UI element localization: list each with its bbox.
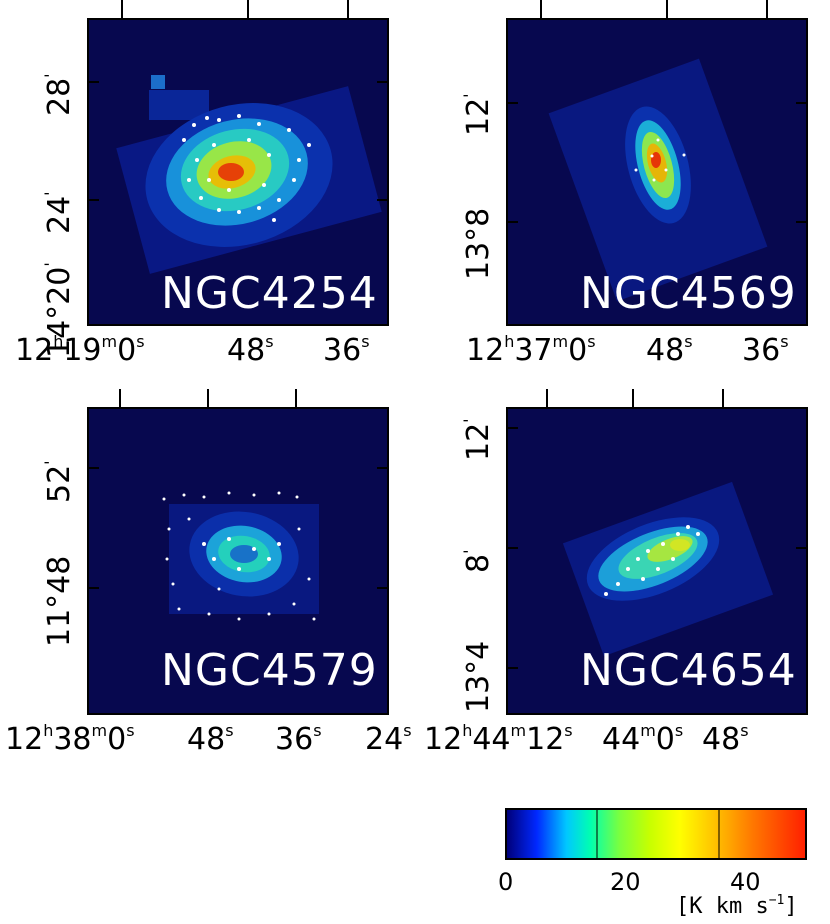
colorbar bbox=[505, 808, 807, 860]
x-tick-label-48s: 48s bbox=[702, 721, 749, 757]
cloud-dots-ngc4654 bbox=[604, 525, 700, 596]
y-tick-8: 8' bbox=[460, 549, 496, 574]
cloud-dots-ngc4569 bbox=[634, 138, 686, 182]
x-tick-label-36s: 36s bbox=[742, 332, 789, 368]
map-ngc4579: NGC4579 bbox=[87, 407, 389, 715]
x-tick-label-36s: 36s bbox=[275, 721, 322, 757]
emission-ngc4579 bbox=[162, 491, 319, 621]
y-tick-24: 24' bbox=[41, 191, 77, 234]
x-tick-label-44m0s: 44m0s bbox=[602, 721, 684, 757]
y-tick-28: 28' bbox=[41, 73, 77, 116]
x-tick-label-36s: 36s bbox=[323, 332, 370, 368]
x-tick-label-48s: 48s bbox=[646, 332, 693, 368]
cloud-dots-ngc4254 bbox=[182, 114, 311, 222]
emission-ngc4254 bbox=[116, 75, 382, 274]
galaxy-name: NGC4254 bbox=[161, 268, 378, 319]
colorbar-tick-40: 40 bbox=[730, 868, 761, 896]
x-tick-label-ra0: 12h19m0s bbox=[15, 332, 145, 368]
x-tick-label-48s: 48s bbox=[227, 332, 274, 368]
x-tick-label-48s: 48s bbox=[187, 721, 234, 757]
y-tick-8: 13°8 bbox=[461, 207, 496, 280]
x-tick-label-ra0: 12h37m0s bbox=[466, 332, 596, 368]
colorbar-unit-label: [K km s−1] bbox=[676, 893, 798, 919]
x-tick-label-ra0: 12h44m12s bbox=[424, 721, 573, 757]
x-tick-label-ra0: 12h38m0s bbox=[5, 721, 135, 757]
y-tick-48: 11°48 bbox=[42, 555, 77, 647]
y-tick-4: 13°4 bbox=[461, 640, 496, 713]
cloud-dots-ngc4579 bbox=[162, 491, 316, 621]
emission-ngc4654 bbox=[562, 481, 774, 657]
y-tick-52: 52' bbox=[41, 460, 77, 503]
galaxy-name: NGC4579 bbox=[161, 645, 378, 696]
galaxy-name: NGC4654 bbox=[580, 645, 797, 696]
emission-ngc4569 bbox=[548, 58, 768, 302]
y-tick-12: 12' bbox=[460, 418, 496, 461]
y-tick-12: 12' bbox=[460, 93, 496, 136]
map-ngc4569: NGC4569 bbox=[506, 18, 808, 326]
map-ngc4654: NGC4654 bbox=[506, 407, 808, 715]
map-ngc4254: NGC4254 bbox=[87, 18, 389, 326]
colorbar-tick-20: 20 bbox=[610, 868, 641, 896]
galaxy-name: NGC4569 bbox=[580, 268, 797, 319]
x-tick-label-24s: 24s bbox=[365, 721, 412, 757]
colorbar-tick-0: 0 bbox=[498, 868, 514, 896]
